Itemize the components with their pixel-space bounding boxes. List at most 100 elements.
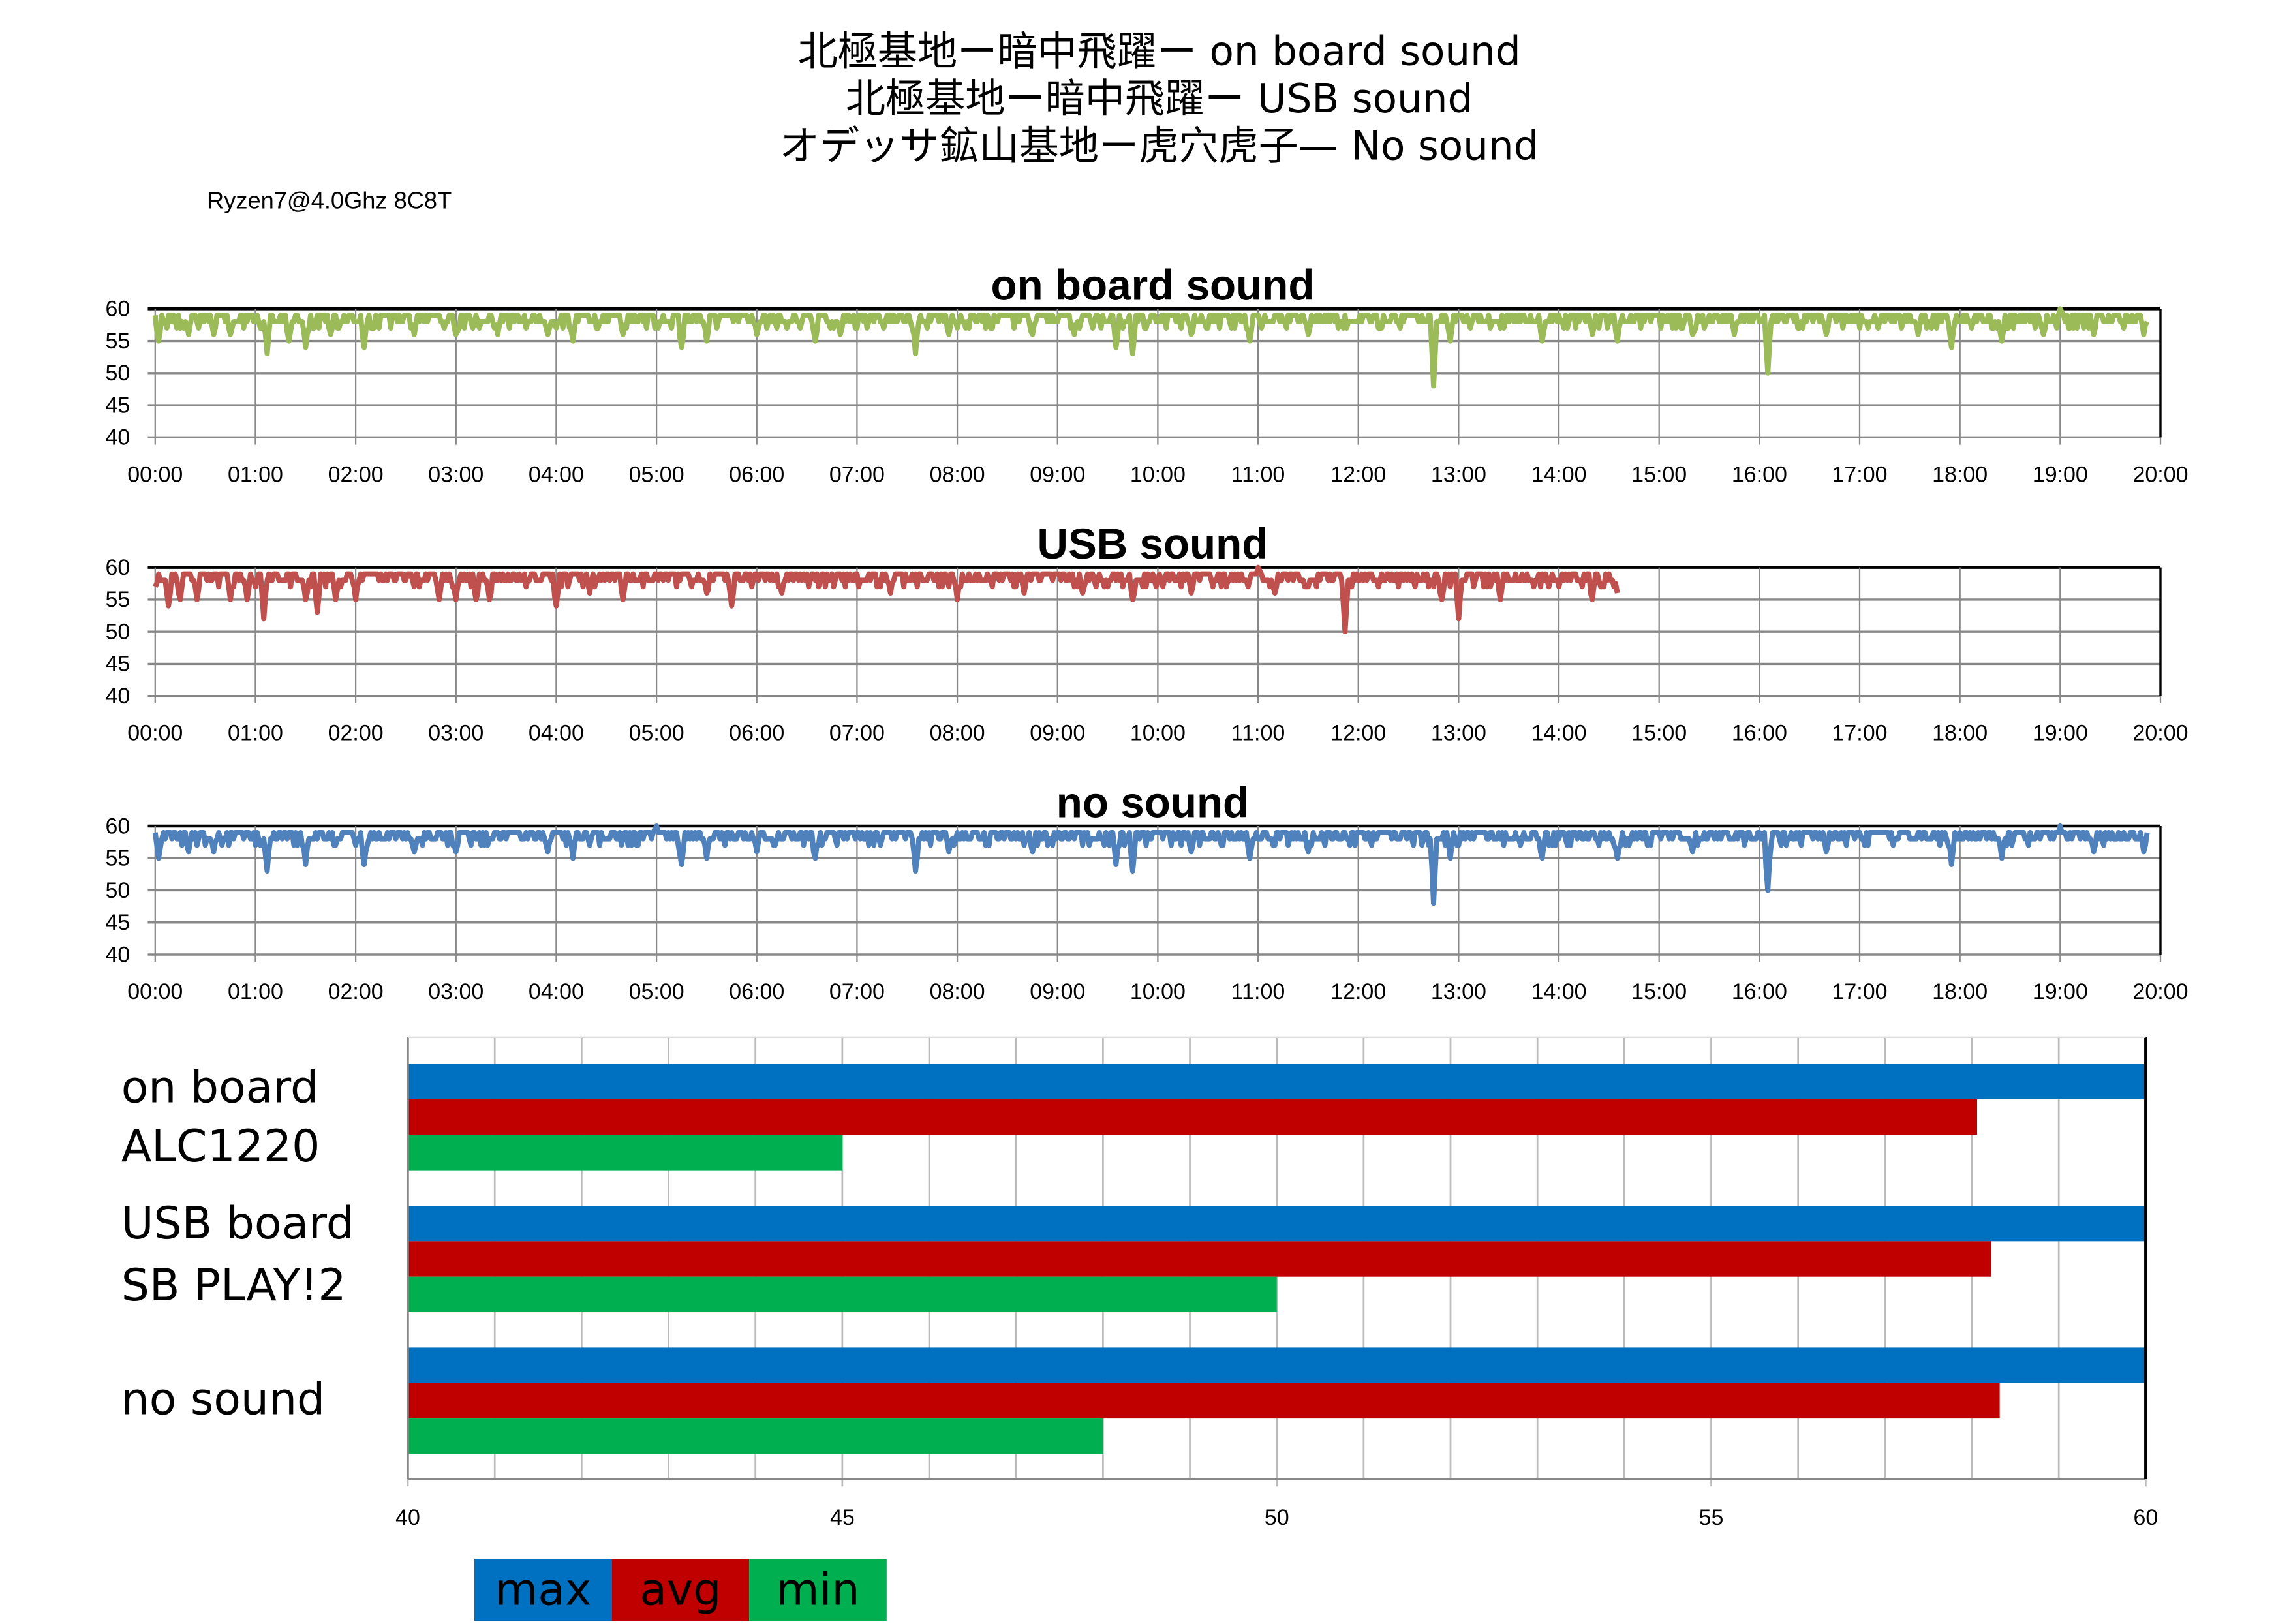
x-tick-label: 14:00: [1531, 721, 1587, 746]
x-tick-label: 18:00: [1932, 721, 1988, 746]
x-tick-label: 06:00: [729, 721, 784, 746]
chart-title: USB sound: [1037, 520, 1268, 568]
x-tick-label: 20:00: [2132, 462, 2188, 487]
x-tick-label: 04:00: [529, 979, 584, 1004]
x-tick-label: 17:00: [1832, 721, 1888, 746]
x-tick-label: 09:00: [1030, 462, 1085, 487]
legend-avg: avg: [611, 1559, 750, 1621]
x-tick-label: 11:00: [1231, 979, 1285, 1004]
x-tick-label: 01:00: [228, 721, 283, 746]
x-tick-label: 18:00: [1932, 979, 1988, 1004]
x-tick-label: 13:00: [1431, 979, 1486, 1004]
x-tick-label: 03:00: [428, 462, 484, 487]
x-tick-label: 13:00: [1431, 462, 1486, 487]
y-tick-label: 50: [105, 878, 130, 903]
x-tick-label: 04:00: [529, 721, 584, 746]
x-tick-label: 08:00: [930, 979, 985, 1004]
category-label-usb-1: USB board: [121, 1198, 354, 1250]
y-tick-label: 55: [105, 587, 130, 612]
y-tick-label: 60: [105, 297, 130, 322]
y-tick-label: 50: [105, 619, 130, 644]
x-tick-label: 16:00: [1732, 979, 1787, 1004]
x-tick-label: 08:00: [930, 721, 985, 746]
x-tick-label: 17:00: [1832, 462, 1888, 487]
title-line-3: オデッサ鉱山基地ー虎穴虎子— No sound: [779, 124, 1539, 170]
x-tick-label: 15:00: [1631, 979, 1687, 1004]
x-tick-label: 06:00: [729, 462, 784, 487]
chart-title: no sound: [1056, 778, 1249, 826]
x-tick-label: 03:00: [428, 721, 484, 746]
x-tick-label: 02:00: [328, 979, 384, 1004]
x-tick-label: 07:00: [829, 721, 885, 746]
x-tick-label: 18:00: [1932, 462, 1988, 487]
category-label-nosound: no sound: [121, 1374, 326, 1426]
x-tick-label: 17:00: [1832, 979, 1888, 1004]
y-tick-label: 60: [105, 555, 130, 580]
x-tick-label: 60: [2133, 1505, 2158, 1530]
x-tick-label: 02:00: [328, 721, 384, 746]
x-tick-label: 07:00: [829, 979, 885, 1004]
bar-avg: [408, 1241, 1991, 1277]
y-tick-label: 45: [105, 910, 130, 935]
x-tick-label: 10:00: [1130, 462, 1186, 487]
category-label-onboard-1: on board: [121, 1062, 319, 1114]
x-tick-label: 05:00: [629, 721, 684, 746]
x-tick-label: 14:00: [1531, 979, 1587, 1004]
x-tick-label: 08:00: [930, 462, 985, 487]
series-line: [153, 564, 1620, 635]
title-line-1: 北極基地ー暗中飛躍ー on board sound: [797, 29, 1521, 76]
bar-max: [408, 1347, 2146, 1383]
legend-min: min: [749, 1559, 887, 1621]
x-tick-label: 20:00: [2132, 721, 2188, 746]
x-tick-label: 16:00: [1732, 721, 1787, 746]
x-tick-label: 19:00: [2033, 979, 2088, 1004]
y-tick-label: 40: [105, 425, 130, 450]
bar-min: [408, 1276, 1277, 1313]
x-tick-label: 00:00: [127, 979, 183, 1004]
x-tick-label: 40: [395, 1505, 420, 1530]
y-tick-label: 55: [105, 329, 130, 354]
category-label-usb-2: SB PLAY!2: [121, 1260, 346, 1313]
x-tick-label: 09:00: [1030, 721, 1085, 746]
x-tick-label: 06:00: [729, 979, 784, 1004]
cpu-note: Ryzen7@4.0Ghz 8C8T: [207, 189, 452, 215]
x-tick-label: 12:00: [1330, 462, 1386, 487]
y-tick-label: 60: [105, 814, 130, 838]
title-line-2: 北極基地ー暗中飛躍ー USB sound: [845, 76, 1473, 123]
bar-min: [408, 1135, 842, 1171]
y-tick-label: 40: [105, 684, 130, 709]
legend-max: max: [474, 1559, 612, 1621]
x-tick-label: 13:00: [1431, 721, 1486, 746]
x-tick-label: 00:00: [127, 721, 183, 746]
x-tick-label: 45: [830, 1505, 855, 1530]
x-tick-label: 00:00: [127, 462, 183, 487]
x-tick-label: 11:00: [1231, 462, 1285, 487]
bar-max: [408, 1205, 2146, 1242]
x-tick-label: 15:00: [1631, 462, 1687, 487]
x-tick-label: 16:00: [1732, 462, 1787, 487]
series-line: [152, 306, 2150, 389]
y-tick-label: 45: [105, 652, 130, 677]
x-tick-label: 50: [1265, 1505, 1289, 1530]
category-label-onboard-2: ALC1220: [121, 1121, 320, 1174]
x-tick-label: 07:00: [829, 462, 885, 487]
x-tick-label: 05:00: [629, 979, 684, 1004]
x-tick-label: 15:00: [1631, 721, 1687, 746]
y-tick-label: 55: [105, 846, 130, 871]
bar-min: [408, 1418, 1103, 1454]
x-tick-label: 09:00: [1030, 979, 1085, 1004]
y-tick-label: 50: [105, 361, 130, 386]
chart-title: on board sound: [991, 262, 1314, 309]
x-tick-label: 19:00: [2033, 721, 2088, 746]
x-tick-label: 01:00: [228, 462, 283, 487]
x-tick-label: 01:00: [228, 979, 283, 1004]
x-tick-label: 10:00: [1130, 979, 1186, 1004]
x-tick-label: 55: [1699, 1505, 1724, 1530]
series-line: [152, 823, 2150, 906]
x-tick-label: 14:00: [1531, 462, 1587, 487]
x-tick-label: 02:00: [328, 462, 384, 487]
x-tick-label: 11:00: [1231, 721, 1285, 746]
x-tick-label: 04:00: [529, 462, 584, 487]
